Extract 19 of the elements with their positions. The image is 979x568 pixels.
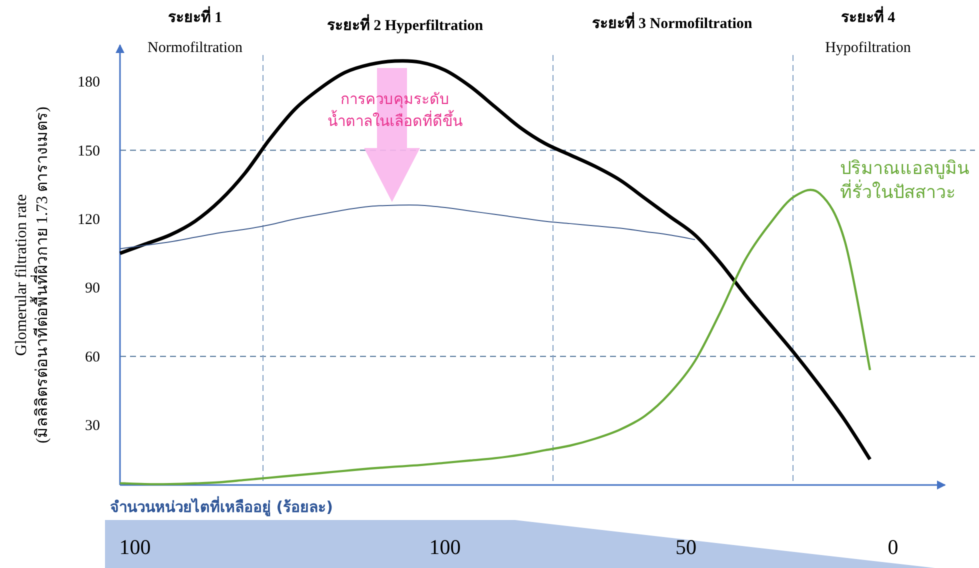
text: 100 (119, 535, 151, 559)
line-series (120, 204, 696, 250)
annotation: การควบคุมระดับ น้ำตาลในเลือดที่ดีขึ้น (328, 90, 462, 130)
y-tick-label: 150 (78, 143, 100, 160)
y-tick-label: 180 (78, 74, 100, 91)
y-tick-label: 120 (78, 212, 100, 228)
annotation: ระยะที่ 1 Normofiltration (148, 6, 243, 56)
y-tick-label: 90 (85, 280, 100, 297)
annotation: ระยะที่ 4 Hypofiltration (825, 6, 912, 56)
text: ระยะที่ 3 Normofiltration (592, 12, 753, 32)
x-axis-title: จำนวนหน่วยไตที่เหลืออยู่ (ร้อยละ) (110, 496, 333, 517)
y-tick-label: 60 (85, 349, 100, 366)
text: ระยะที่ 2 Hyperfiltration (326, 14, 484, 34)
series-label: ปริมาณแอลบูมิน ที่รั่วในปัสสาวะ (840, 158, 969, 204)
text: 50 (676, 535, 696, 559)
text: 0 (888, 535, 898, 559)
text: 100 (429, 535, 461, 559)
y-axis-title: Glomerular filtration rate (มิลลิลิตรต่อนาทีต่อพื้นที่ผิวกาย 1.73 ตารางเมตร) (13, 106, 51, 444)
y-tick-label: 30 (85, 418, 100, 434)
